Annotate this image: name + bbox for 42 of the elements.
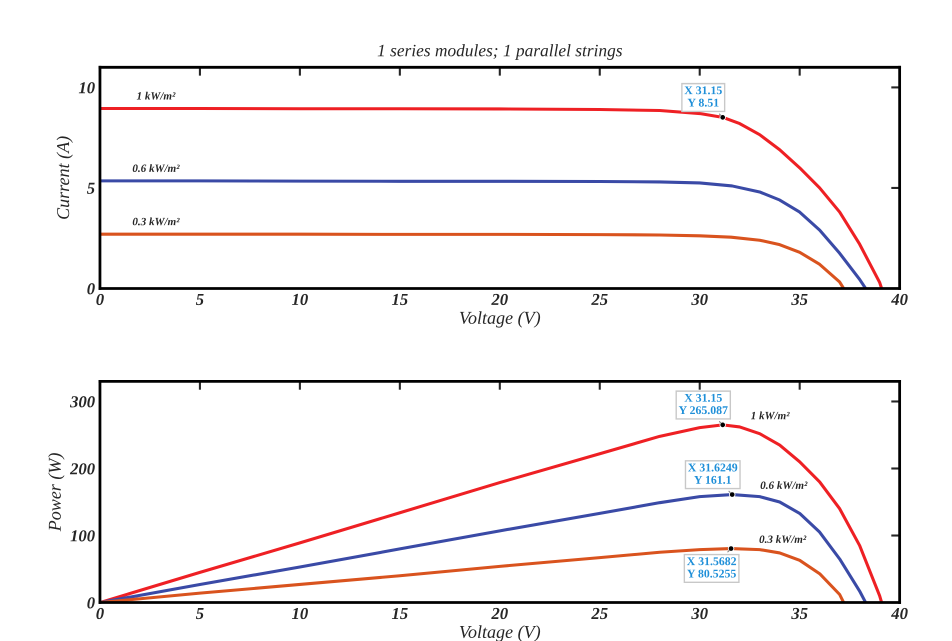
y-tick-label: 200 <box>70 463 95 474</box>
y-axis-title: Power (W) <box>48 453 65 532</box>
x-axis-title: Voltage (V) <box>460 311 540 328</box>
annotation: X 31.15 Y 8.51 <box>684 86 722 107</box>
annotation: X 31.5682 Y 80.5255 <box>686 557 736 578</box>
chart-title: 1 series modules; 1 parallel strings <box>378 44 622 60</box>
annotation: X 31.15 Y 265.087 <box>678 394 728 414</box>
x-tick-label: 25 <box>591 294 608 306</box>
series-label: 0.3 kW/m² <box>132 217 180 226</box>
x-tick-label: 10 <box>292 294 308 306</box>
annotation: X 31.6249 Y 161.1 <box>688 464 738 484</box>
series-label: 1 kW/m² <box>750 411 790 420</box>
series-label: 0.3 kW/m² <box>759 535 806 544</box>
y-tick-label: 5 <box>86 182 95 194</box>
series-label: 1 kW/m² <box>136 92 176 100</box>
x-tick-label: 20 <box>491 608 508 620</box>
y-tick-label: 100 <box>70 530 95 542</box>
x-tick-label: 35 <box>791 608 808 620</box>
x-tick-label: 0 <box>96 608 104 620</box>
x-tick-label: 20 <box>491 294 508 306</box>
y-tick-label: 0 <box>87 597 95 608</box>
x-tick-label: 5 <box>196 608 204 620</box>
line-series <box>100 232 846 288</box>
y-tick-label: 0 <box>87 283 95 294</box>
x-tick-label: 30 <box>691 608 708 620</box>
x-tick-label: 5 <box>196 294 204 306</box>
series-label: 0.6 kW/m² <box>760 481 808 490</box>
x-tick-label: 25 <box>591 608 608 620</box>
x-tick-label: 10 <box>292 608 308 620</box>
x-tick-label: 15 <box>392 294 408 306</box>
line-series <box>100 179 868 288</box>
x-tick-label: 40 <box>891 608 908 620</box>
line-series <box>100 106 884 288</box>
x-tick-label: 15 <box>392 608 408 620</box>
x-tick-label: 30 <box>691 294 708 306</box>
y-tick-label: 300 <box>70 396 95 408</box>
x-tick-label: 40 <box>891 294 908 306</box>
y-axis-title: Current (A) <box>56 136 73 219</box>
series-label: 0.6 kW/m² <box>132 164 180 172</box>
y-tick-label: 10 <box>78 82 95 94</box>
x-tick-label: 0 <box>96 294 104 306</box>
x-tick-label: 35 <box>791 294 808 306</box>
